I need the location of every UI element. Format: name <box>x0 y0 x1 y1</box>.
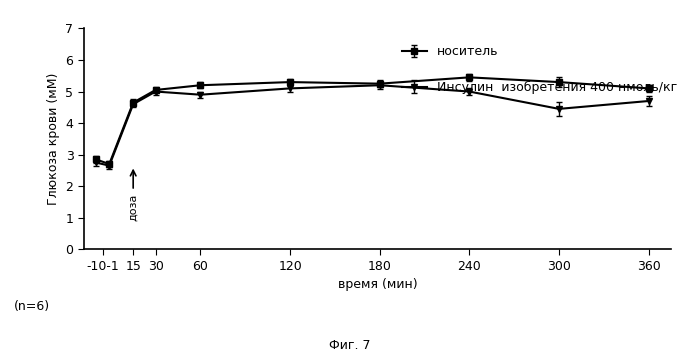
X-axis label: время (мин): время (мин) <box>338 278 417 291</box>
Text: (n=6): (n=6) <box>14 300 50 313</box>
Text: доза: доза <box>128 194 138 221</box>
Y-axis label: Глюкоза крови (мМ): Глюкоза крови (мМ) <box>47 73 60 205</box>
Text: Фиг. 7: Фиг. 7 <box>329 339 370 352</box>
Legend: носитель, Инсулин  изобретения 400 нмоль/кг: носитель, Инсулин изобретения 400 нмоль/… <box>396 39 683 100</box>
